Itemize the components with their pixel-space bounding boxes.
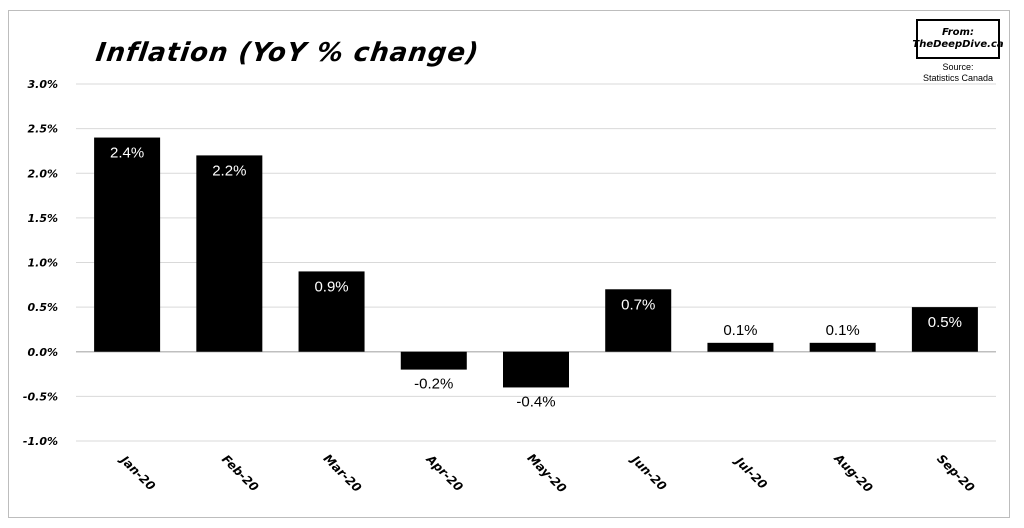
data-label: 0.9% [314,278,348,295]
bar-apr-20 [400,351,467,370]
x-tick-label: Sep-20 [934,452,977,495]
y-tick-label: 1.5% [27,212,58,225]
y-tick-label: 2.5% [27,123,58,136]
y-tick-label: -0.5% [23,390,58,403]
x-tick-label: Feb-20 [219,452,261,494]
y-tick-label: 2.0% [27,167,58,180]
data-label: 0.7% [621,296,655,313]
x-tick-label: Aug-20 [831,451,876,496]
x-axis-ticks: Jan-20 Feb-20 Mar-20 Apr-20 May-20 Jun-20 Jul-… [116,451,977,496]
data-label: 0.5% [928,314,962,331]
y-axis-ticks: 3.0% 2.5% 2.0% 1.5% 1.0% 0.5% 0.0% -0.5% -1.0% [23,78,58,448]
chart-frame [8,10,1010,518]
logo-badge: From: TheDeepDive.ca [912,19,1004,59]
x-tick-label: May-20 [524,451,569,496]
x-tick-label: Mar-20 [321,451,365,495]
data-label: 2.2% [212,162,246,179]
source-note: Source: Statistics Canada [906,62,1010,84]
bar-mar-20 [298,271,365,352]
x-tick-label: Jul-20 [731,453,770,492]
x-tick-label: Apr-20 [423,451,466,494]
y-tick-label: -1.0% [23,435,58,448]
data-label: -0.4% [516,393,555,410]
bar-jul-20 [707,342,774,352]
y-tick-label: 3.0% [27,78,58,91]
bar-jun-20 [605,289,672,352]
data-labels: 2.4% 2.2% 0.9% -0.2% -0.4% 0.7% 0.1% 0.1% 0.5% [110,145,962,411]
y-tick-label: 0.5% [27,301,58,314]
bars [94,137,978,388]
source-name: Statistics Canada [922,73,994,83]
data-label: 0.1% [723,322,757,339]
data-label: 2.4% [110,145,144,162]
bar-jan-20 [94,137,161,352]
y-tick-label: 1.0% [27,257,58,270]
logo-site-text: TheDeepDive.ca [912,39,1004,50]
bar-feb-20 [196,155,263,352]
bar-may-20 [503,351,569,388]
source-label: Source: [942,62,974,72]
x-tick-label: Jun-20 [627,452,669,494]
logo-from-text: From: [942,27,974,38]
bar-aug-20 [809,342,876,352]
x-tick-label: Jan-20 [116,452,158,494]
y-tick-label: 0.0% [27,346,58,359]
bar-sep-20 [911,307,978,352]
data-label: 0.1% [826,322,860,339]
data-label: -0.2% [414,376,453,393]
